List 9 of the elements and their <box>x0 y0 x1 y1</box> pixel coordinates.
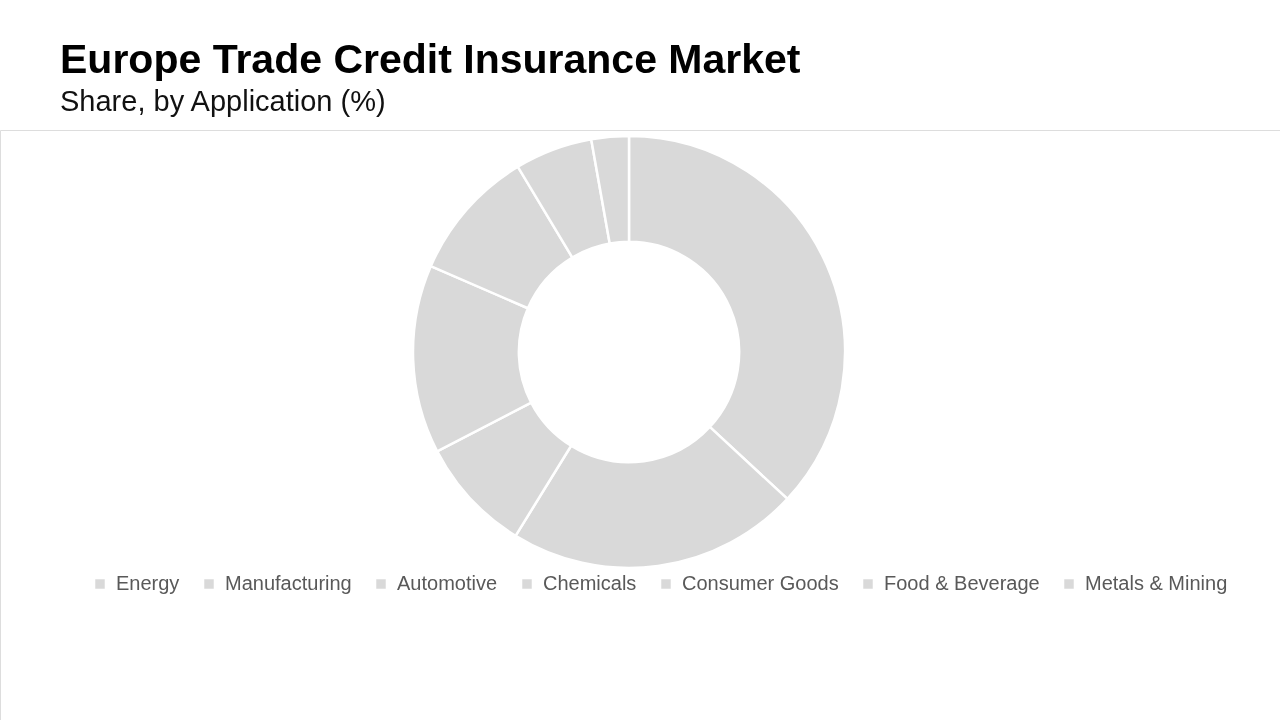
legend-label: Chemicals <box>543 572 637 594</box>
legend-label: Energy <box>116 572 180 594</box>
legend-label: Automotive <box>397 572 498 594</box>
legend-label: Metals & Mining <box>1085 572 1228 594</box>
legend-label: Consumer Goods <box>682 572 839 594</box>
chart-subtitle: Share, by Application (%) <box>60 85 386 117</box>
legend-label: Manufacturing <box>225 572 352 594</box>
legend-label: Food & Beverage <box>884 572 1040 594</box>
chart-title: Europe Trade Credit Insurance Market <box>60 36 801 82</box>
